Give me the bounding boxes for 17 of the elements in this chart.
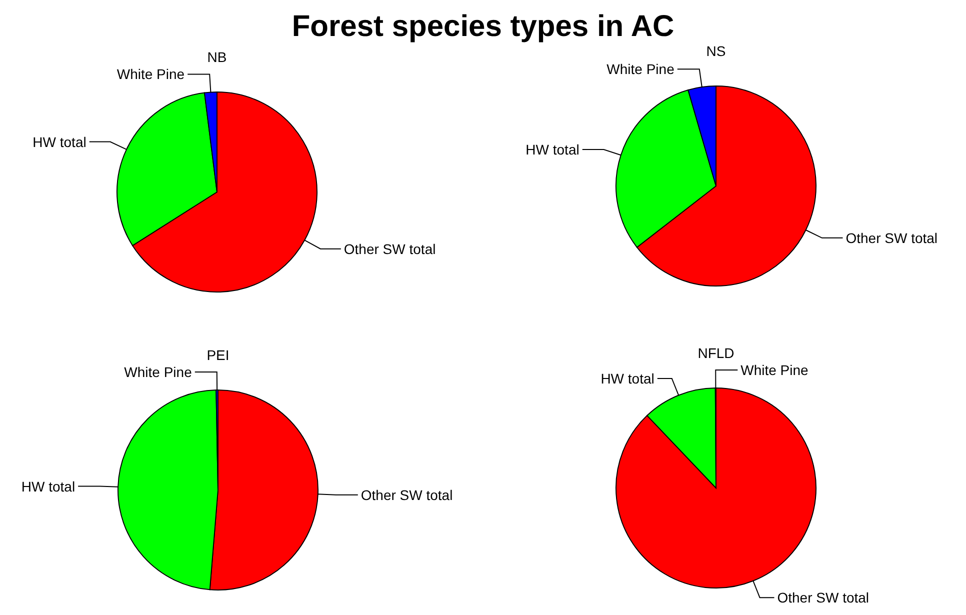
slice-label: HW total <box>32 134 86 150</box>
chart-subtitle: NS <box>706 43 726 59</box>
slice-label: Other SW total <box>360 486 453 503</box>
slice-label: HW total <box>600 370 654 387</box>
slice-label: White Pine <box>740 362 809 378</box>
chart-subtitle: NB <box>207 49 227 65</box>
chart-title: Forest species types in AC <box>292 10 674 43</box>
slice-label: Other SW total <box>846 230 938 246</box>
slice-label: HW total <box>526 142 580 158</box>
slice-label: White Pine <box>606 61 675 78</box>
slice-label: White Pine <box>124 364 192 380</box>
chart-subtitle: PEI <box>206 347 230 363</box>
slice-label: Other SW total <box>344 240 436 257</box>
slice-label: Other SW total <box>777 590 870 606</box>
slice-label: White Pine <box>116 66 185 82</box>
slice-label: HW total <box>21 478 76 494</box>
chart-subtitle: NFLD <box>698 345 734 361</box>
